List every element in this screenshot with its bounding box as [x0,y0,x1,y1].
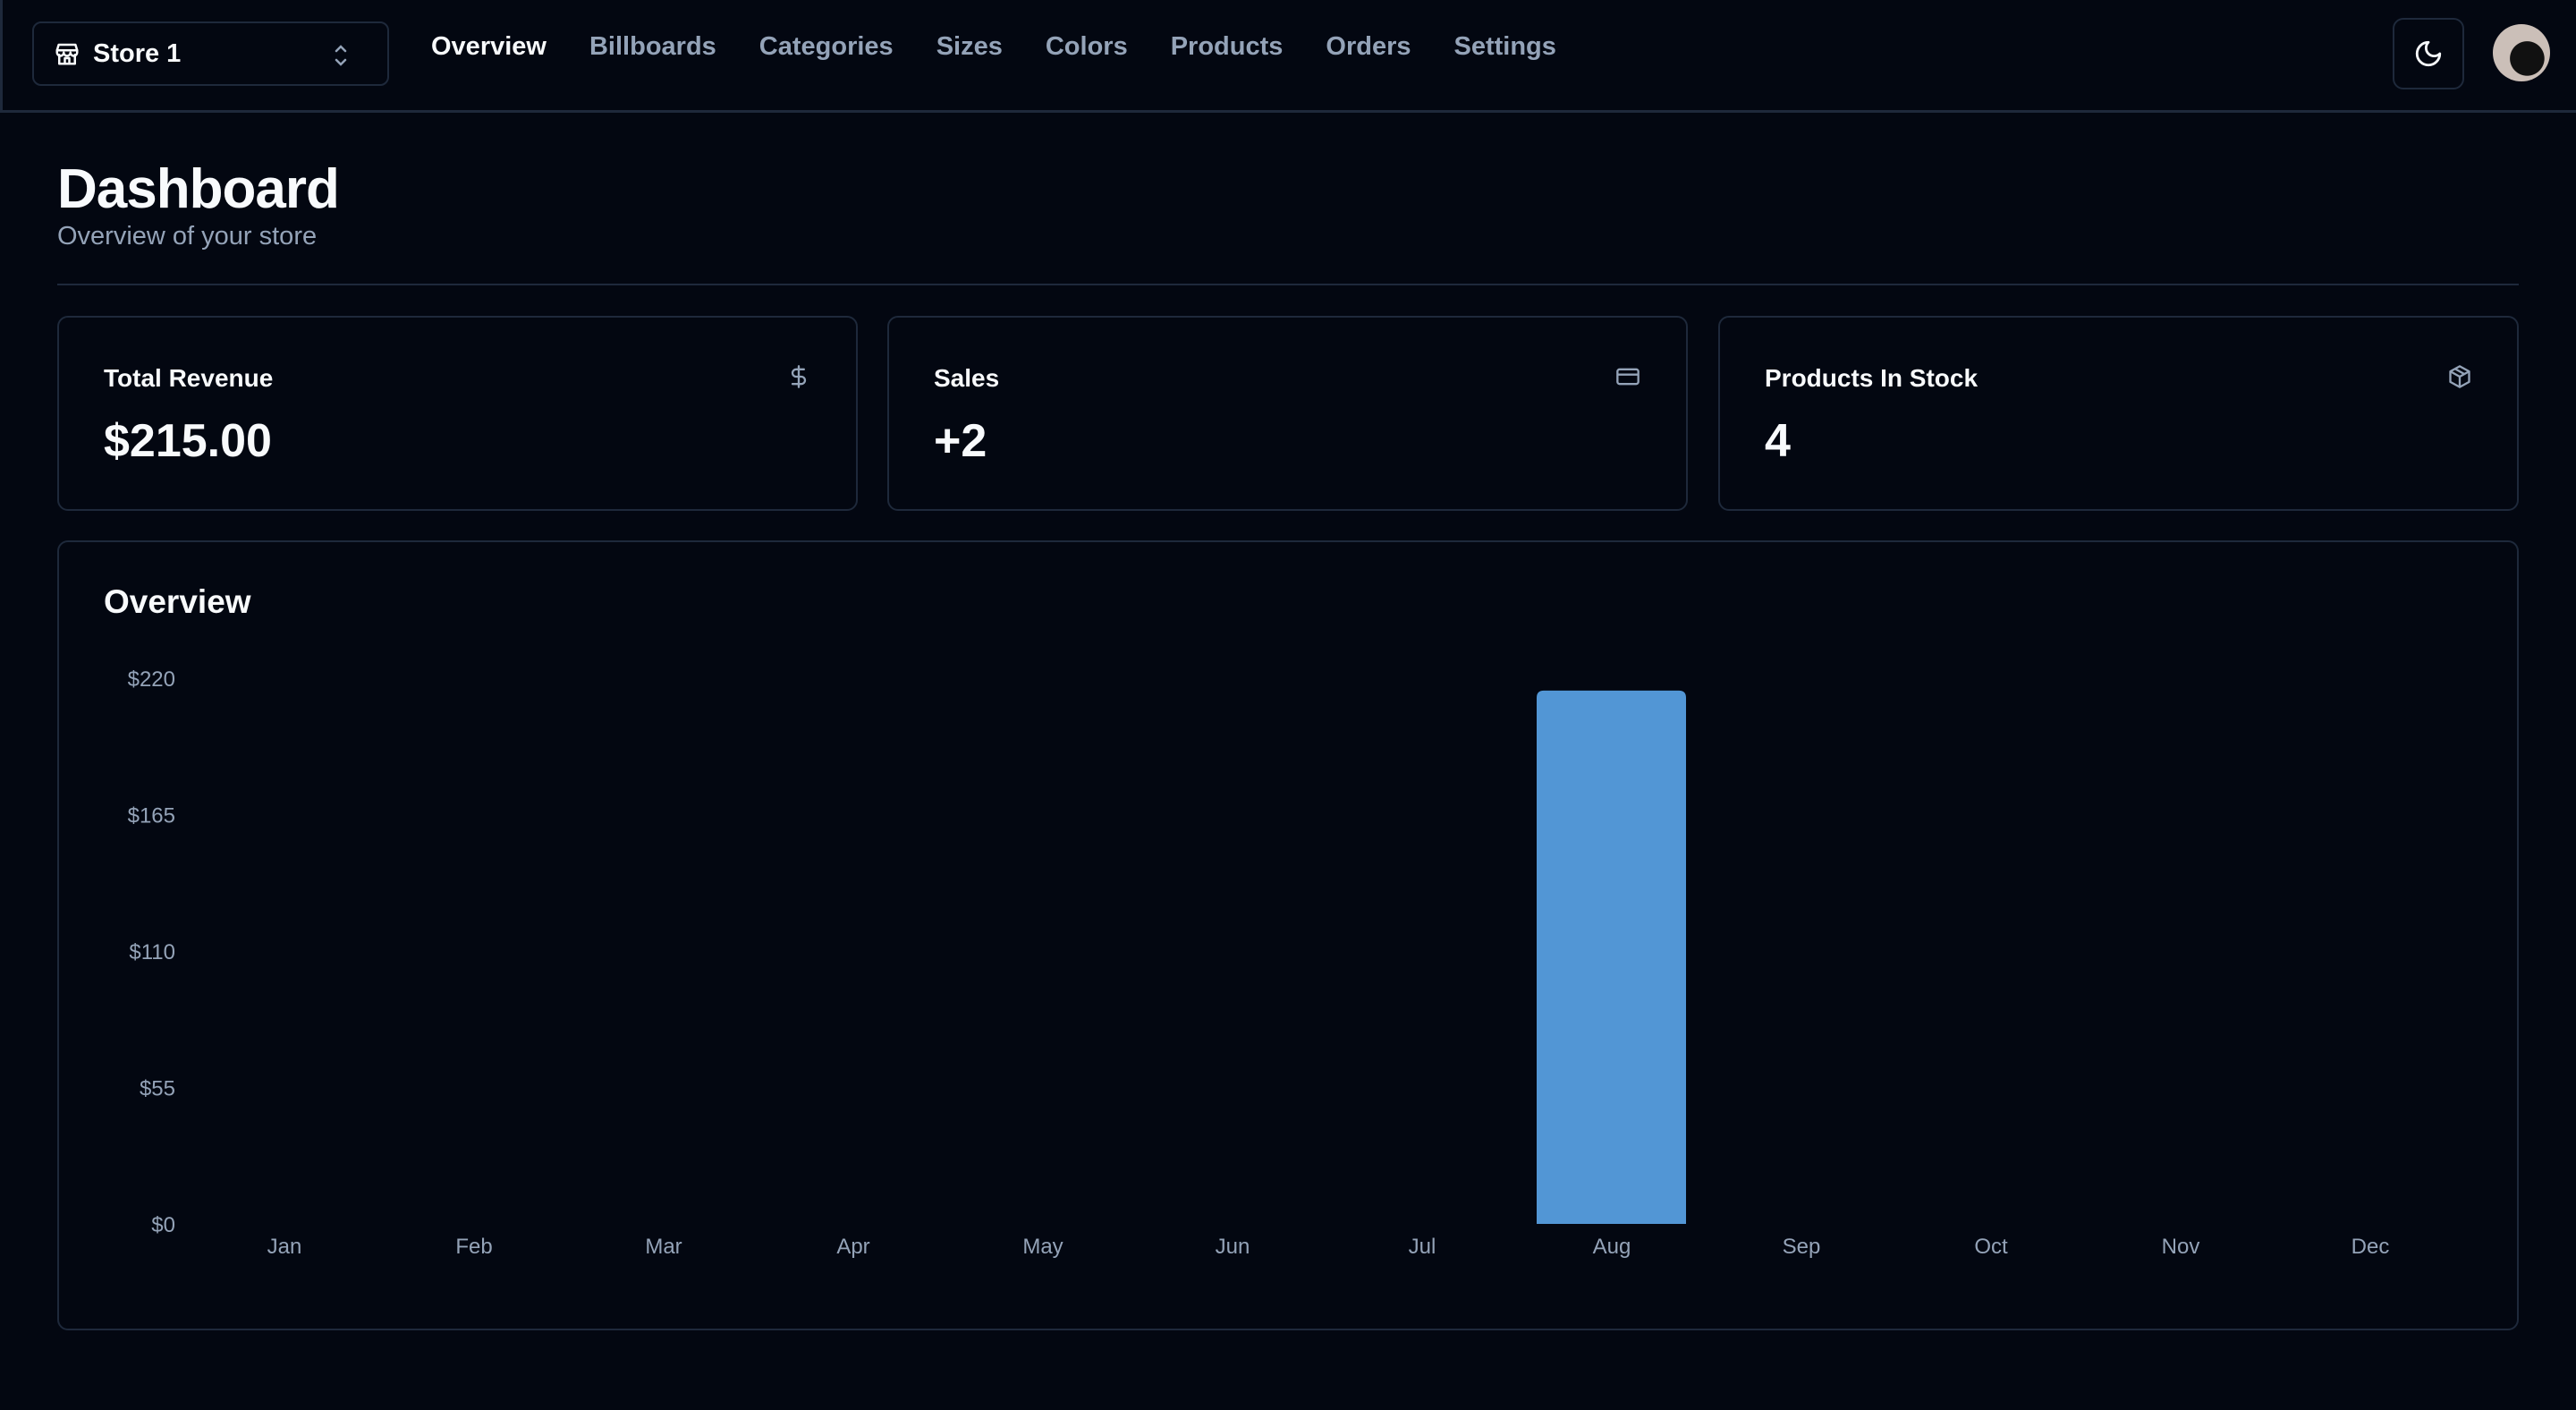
x-tick-label: May [1022,1235,1063,1259]
y-tick-label: $220 [128,667,175,692]
total-revenue-card: Total Revenue $215.00 [57,316,858,511]
card-value: +2 [934,415,987,467]
nav-overview[interactable]: Overview [431,32,547,61]
page-title: Dashboard [57,158,340,220]
y-tick-label: $110 [129,940,175,964]
x-tick-label: Jan [267,1235,302,1259]
overview-chart-card: Overview $0 $55 $110 $165 $220 Jan Feb Mar Apr Ma… [57,540,2519,1330]
nav-billboards[interactable]: Billboards [589,32,716,61]
x-tick-label: Feb [455,1235,492,1259]
chevrons-up-down-icon [335,45,347,66]
x-tick-label: Mar [645,1235,682,1259]
x-tick-label: Dec [2351,1235,2390,1259]
card-value: 4 [1765,415,1791,467]
card-title: Products In Stock [1765,364,1979,392]
x-tick-label: Sep [1783,1235,1821,1259]
user-avatar[interactable] [2493,24,2550,81]
theme-toggle-button[interactable] [2393,18,2464,89]
store-icon [55,43,79,65]
x-tick-label: Apr [836,1235,869,1259]
moon-icon [2415,40,2442,67]
x-tick-label: Oct [1974,1235,2008,1259]
x-tick-label: Nov [2162,1235,2200,1259]
card-value: $215.00 [104,415,272,467]
x-tick-label: Jul [1409,1235,1436,1259]
nav-products[interactable]: Products [1170,32,1284,61]
bar-aug [1537,690,1686,1224]
card-title: Total Revenue [104,364,274,392]
page-subtitle: Overview of your store [57,222,318,251]
credit-card-icon [1616,368,1640,386]
nav-settings[interactable]: Settings [1453,32,1556,61]
revenue-bar-chart: $0 $55 $110 $165 $220 Jan Feb Mar Apr May Jun Jul Au… [128,667,2390,1259]
nav-colors[interactable]: Colors [1045,32,1128,61]
divider [57,284,2519,285]
nav-orders[interactable]: Orders [1326,32,1411,61]
products-in-stock-card: Products In Stock 4 [1718,316,2519,511]
main-nav: Overview Billboards Categories Sizes Col… [431,32,1556,62]
nav-sizes[interactable]: Sizes [936,32,1003,61]
top-navbar: Store 1 Overview Billboards Categories S… [0,0,2576,113]
sales-card: Sales +2 [887,316,1688,511]
store-switcher[interactable]: Store 1 [32,21,389,86]
y-tick-label: $0 [151,1213,175,1237]
x-tick-label: Jun [1216,1235,1250,1259]
nav-categories[interactable]: Categories [758,32,894,61]
chart-title: Overview [104,583,251,620]
y-tick-label: $55 [140,1077,175,1101]
y-tick-label: $165 [128,804,175,828]
store-name: Store 1 [93,38,182,68]
package-icon [2449,365,2470,388]
dollar-icon [791,365,807,388]
x-tick-label: Aug [1593,1235,1631,1259]
card-title: Sales [934,364,1000,392]
